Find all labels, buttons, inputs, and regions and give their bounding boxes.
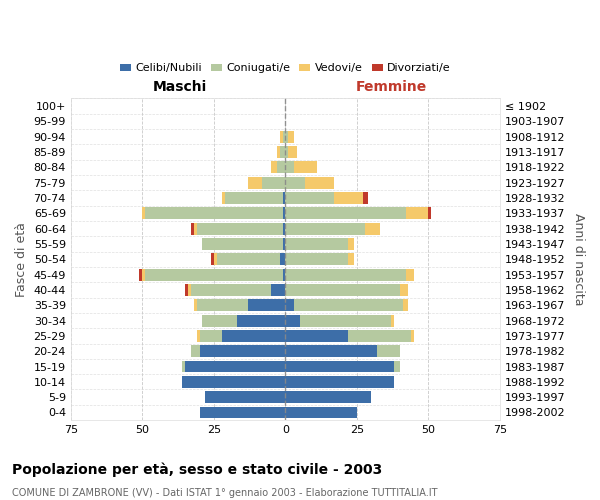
Bar [286,238,349,250]
Bar [185,284,188,296]
Bar [197,330,200,342]
Bar [288,146,297,158]
Bar [223,330,286,342]
Bar [200,330,223,342]
Bar [211,254,214,265]
Bar [280,130,283,142]
Bar [145,208,283,219]
Bar [223,192,225,204]
Bar [188,284,191,296]
Bar [365,222,380,234]
Bar [286,268,406,280]
Bar [280,146,286,158]
Bar [248,299,286,311]
Bar [349,330,411,342]
Text: COMUNE DI ZAMBRONE (VV) - Dati ISTAT 1° gennaio 2003 - Elaborazione TUTTITALIA.I: COMUNE DI ZAMBRONE (VV) - Dati ISTAT 1° … [12,488,437,498]
Bar [286,299,294,311]
Y-axis label: Anni di nascita: Anni di nascita [572,213,585,306]
Bar [428,208,431,219]
Bar [194,299,197,311]
Legend: Celibi/Nubili, Coniugati/e, Vedovi/e, Divorziati/e: Celibi/Nubili, Coniugati/e, Vedovi/e, Di… [115,59,455,78]
Bar [299,314,391,326]
Bar [394,360,400,372]
Bar [217,254,280,265]
Y-axis label: Fasce di età: Fasce di età [15,222,28,296]
Bar [286,376,394,388]
Bar [185,360,286,372]
Bar [411,330,414,342]
Bar [194,222,197,234]
Bar [200,406,286,418]
Bar [283,208,286,219]
Bar [349,254,354,265]
Bar [283,222,286,234]
Bar [362,192,368,204]
Bar [286,208,406,219]
Bar [139,268,142,280]
Bar [286,176,305,188]
Bar [334,192,362,204]
Bar [286,406,357,418]
Bar [197,222,283,234]
Bar [197,299,248,311]
Bar [286,314,299,326]
Bar [205,391,286,403]
Bar [182,360,185,372]
Text: Maschi: Maschi [152,80,206,94]
Bar [191,222,194,234]
Bar [277,162,286,173]
Bar [283,238,286,250]
Bar [283,192,286,204]
Bar [283,130,286,142]
Bar [403,299,409,311]
Bar [142,268,145,280]
Bar [286,162,294,173]
Bar [202,314,237,326]
Bar [286,130,288,142]
Bar [294,299,403,311]
Bar [283,268,286,280]
Bar [225,192,283,204]
Bar [286,345,377,357]
Bar [280,254,286,265]
Bar [286,330,349,342]
Bar [286,192,334,204]
Bar [145,268,283,280]
Bar [406,208,428,219]
Bar [202,238,283,250]
Bar [271,284,286,296]
Text: Femmine: Femmine [356,80,427,94]
Bar [191,345,200,357]
Bar [286,360,394,372]
Bar [406,268,414,280]
Bar [349,238,354,250]
Text: Popolazione per età, sesso e stato civile - 2003: Popolazione per età, sesso e stato civil… [12,462,382,477]
Bar [391,314,394,326]
Bar [286,391,371,403]
Bar [142,208,145,219]
Bar [248,176,262,188]
Bar [305,176,334,188]
Bar [294,162,317,173]
Bar [288,130,294,142]
Bar [286,254,349,265]
Bar [286,146,288,158]
Bar [262,176,286,188]
Bar [277,146,280,158]
Bar [237,314,286,326]
Bar [200,345,286,357]
Bar [191,284,271,296]
Bar [286,222,365,234]
Bar [214,254,217,265]
Bar [182,376,286,388]
Bar [400,284,409,296]
Bar [286,284,400,296]
Bar [377,345,400,357]
Bar [271,162,277,173]
